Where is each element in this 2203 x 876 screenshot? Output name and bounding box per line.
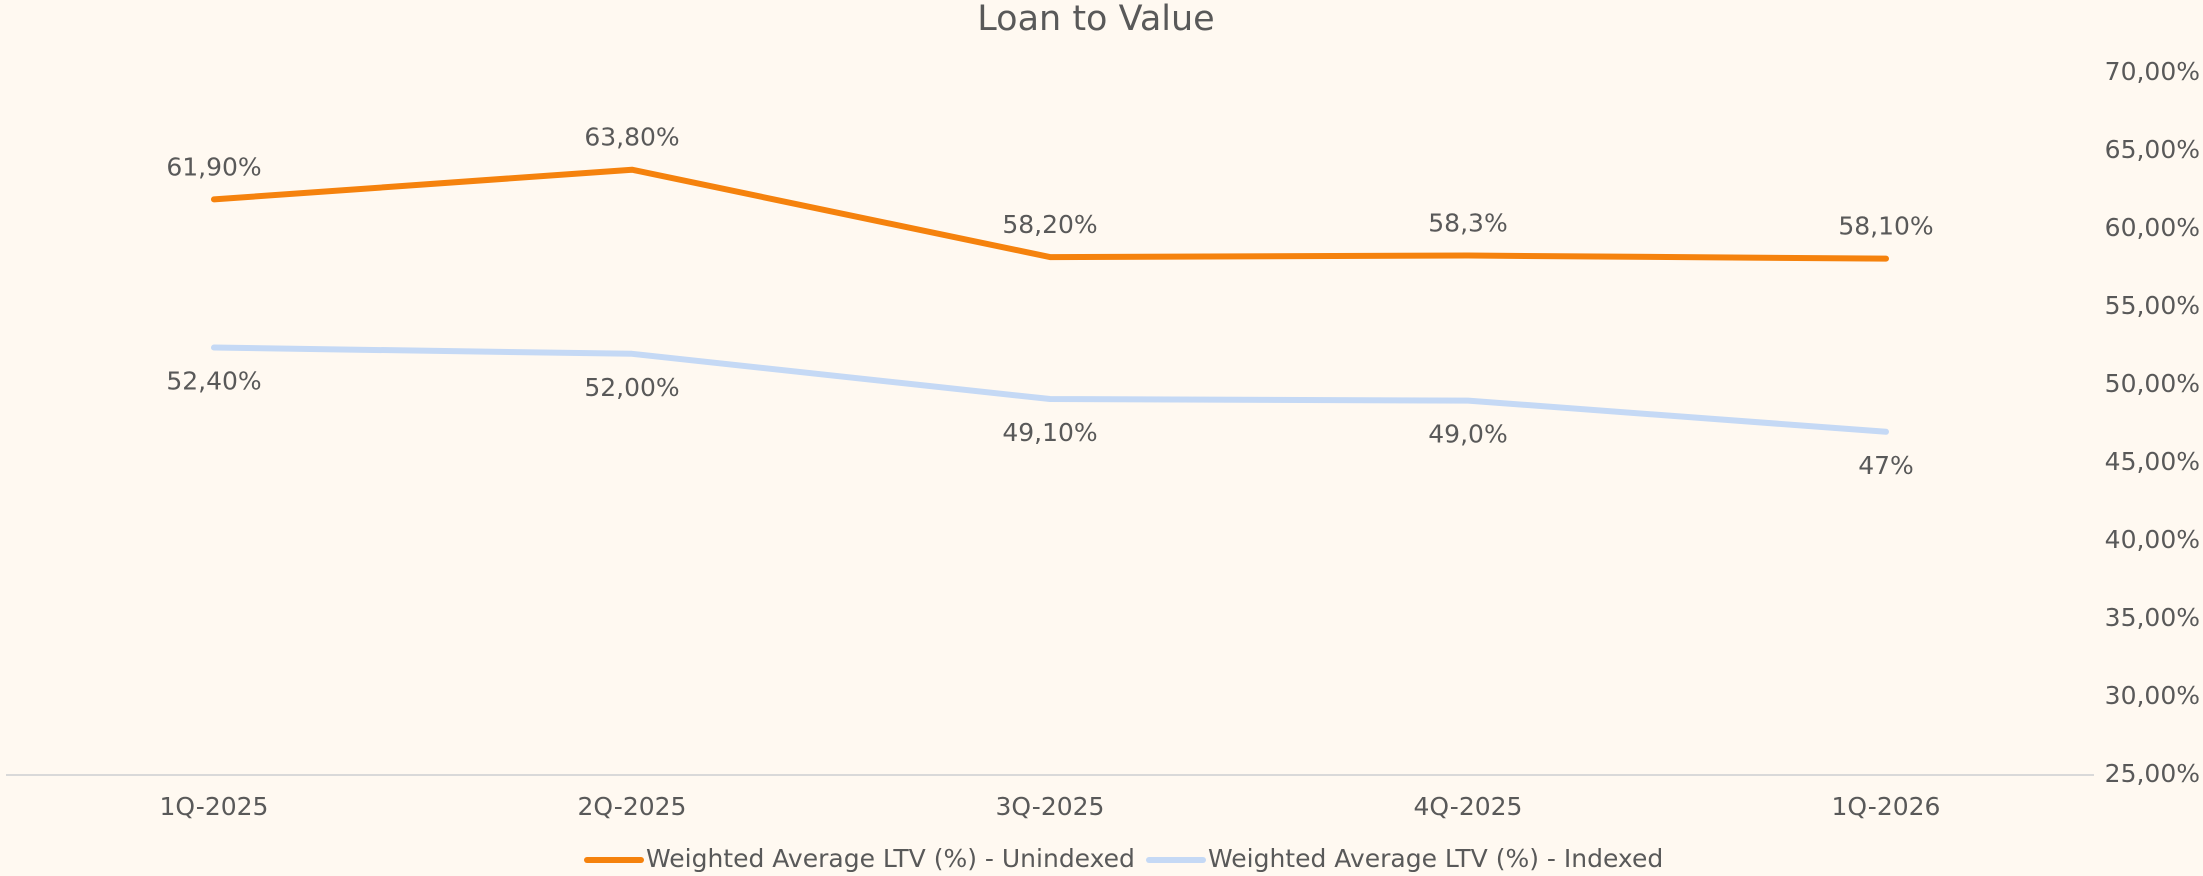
y-tick-label: 60,00% (2105, 213, 2200, 242)
y-tick-label: 65,00% (2105, 135, 2200, 164)
data-label: 63,80% (584, 123, 679, 152)
chart-title: Loan to Value (977, 0, 1214, 39)
data-label: 61,90% (166, 152, 261, 181)
data-label: 58,3% (1428, 209, 1507, 238)
series-line (211, 166, 1889, 262)
x-tick-label: 2Q-2025 (578, 792, 687, 821)
x-tick-label: 1Q-2026 (1832, 792, 1941, 821)
x-tick-label: 3Q-2025 (996, 792, 1105, 821)
data-label: 49,0% (1428, 420, 1507, 449)
x-tick-label: 4Q-2025 (1414, 792, 1523, 821)
y-tick-label: 45,00% (2105, 447, 2200, 476)
legend-label: Weighted Average LTV (%) - Unindexed (646, 844, 1135, 873)
y-tick-label: 40,00% (2105, 525, 2200, 554)
y-tick-label: 50,00% (2105, 369, 2200, 398)
data-label: 49,10% (1002, 418, 1097, 447)
data-label: 47% (1858, 451, 1914, 480)
y-tick-label: 25,00% (2105, 759, 2200, 788)
data-label: 52,40% (166, 367, 261, 396)
series-line (211, 344, 1889, 435)
y-tick-label: 70,00% (2105, 57, 2200, 86)
y-tick-label: 55,00% (2105, 291, 2200, 320)
data-label: 52,00% (584, 373, 679, 402)
legend-label: Weighted Average LTV (%) - Indexed (1208, 844, 1663, 873)
y-tick-label: 35,00% (2105, 603, 2200, 632)
data-label: 58,20% (1002, 210, 1097, 239)
data-label: 58,10% (1838, 212, 1933, 241)
x-tick-label: 1Q-2025 (160, 792, 269, 821)
y-tick-label: 30,00% (2105, 681, 2200, 710)
